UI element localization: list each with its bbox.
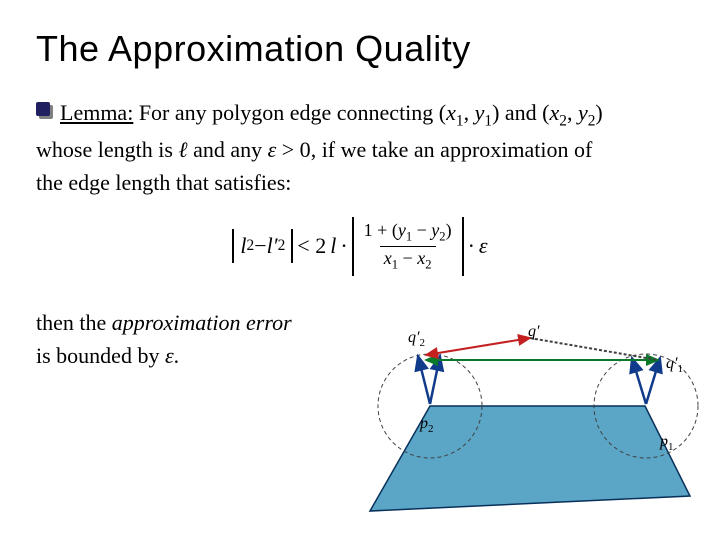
abs-left: l2 − l′2 (232, 229, 293, 263)
flt: l′ (267, 233, 278, 259)
geometry-diagram: q′2q′q′1p2p1 (360, 316, 700, 516)
na: 1 + ( (364, 220, 398, 240)
ny1: y (398, 220, 406, 240)
red-line-2 (530, 338, 658, 360)
dx2: x (417, 248, 425, 268)
c1a: then the (36, 310, 112, 335)
c1: , (464, 100, 475, 125)
t: For any polygon edge connecting ( (133, 100, 446, 125)
slide-title: The Approximation Quality (36, 28, 684, 70)
cdot: . (174, 343, 180, 368)
dx1: x (384, 248, 392, 268)
cae: approximation error (112, 310, 292, 335)
svg-text:q′1: q′1 (666, 355, 683, 375)
eps: ε (268, 137, 277, 162)
y1: y (475, 100, 485, 125)
frac-den: x1 − x2 (380, 246, 436, 272)
lemma-label: Lemma: (60, 100, 133, 125)
fraction: 1 + (y1 − y2) x1 − x2 (360, 221, 456, 273)
dm: − (398, 248, 417, 268)
frac-num: 1 + (y1 − y2) (360, 221, 456, 246)
svg-text:q′2: q′2 (408, 329, 425, 349)
formula: l2 − l′2 < 2 l · 1 + (y1 − y2) x1 − x2 ·… (232, 217, 487, 277)
l2a: whose length is (36, 137, 178, 162)
dx2s: 2 (425, 258, 431, 272)
x2s: 2 (559, 112, 567, 129)
flt2: 2 (278, 237, 286, 255)
lemma-paragraph: Lemma: For any polygon edge connecting (… (36, 96, 684, 199)
abs-right: 1 + (y1 − y2) x1 − x2 (352, 217, 464, 277)
l2b: and any (188, 137, 268, 162)
y1s: 1 (484, 112, 492, 129)
ceps: ε (165, 343, 174, 368)
fm: − (254, 233, 266, 259)
red-line-1 (426, 338, 530, 355)
diagram-svg: q′2q′q′1p2p1 (360, 316, 700, 516)
feps: ε (479, 233, 488, 259)
polygon-shape (370, 406, 690, 511)
l2c: , if we take an approximation of (311, 137, 593, 162)
svg-text:q′: q′ (528, 323, 540, 340)
fd1: · (340, 233, 347, 259)
c4: ) (595, 100, 602, 125)
blue-arrow-group (418, 356, 660, 404)
bullet-icon (36, 102, 50, 116)
ell: ℓ (178, 137, 187, 162)
x1: x (446, 100, 456, 125)
conclusion-text: then the approximation error is bounded … (36, 306, 366, 372)
lemma-text: Lemma: For any polygon edge connecting (… (60, 96, 603, 199)
c2a: is bounded by (36, 343, 165, 368)
nm: − (412, 220, 431, 240)
y2: y (578, 100, 588, 125)
c3: , (567, 100, 578, 125)
flt3: < 2 (297, 233, 326, 259)
nb: ) (446, 220, 452, 240)
x2: x (549, 100, 559, 125)
l3: the edge length that satisfies: (36, 170, 291, 195)
gt0: > 0 (276, 137, 310, 162)
fl2: 2 (247, 237, 255, 255)
x1s: 1 (456, 112, 464, 129)
fd2: · (468, 233, 475, 259)
c2: ) and ( (492, 100, 549, 125)
formula-block: l2 − l′2 < 2 l · 1 + (y1 − y2) x1 − x2 ·… (36, 217, 684, 277)
fl3: l (330, 233, 336, 259)
